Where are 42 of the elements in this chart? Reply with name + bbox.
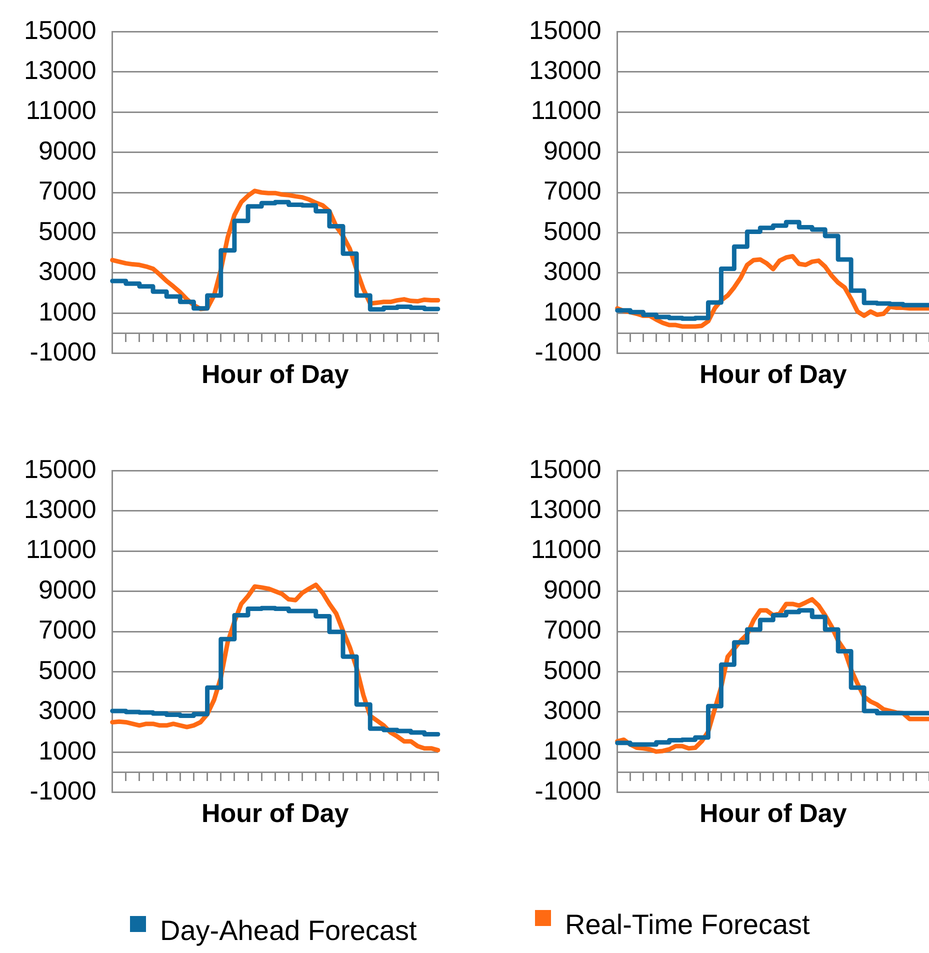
y-tick-label: 3000 xyxy=(38,256,96,286)
y-tick-label: 3000 xyxy=(38,695,96,726)
y-tick-label: 15000 xyxy=(24,14,96,45)
y-tick-label: 7000 xyxy=(38,176,96,206)
y-tick-label: 9000 xyxy=(543,574,602,604)
y-tick-label: 7000 xyxy=(543,176,602,206)
y-tick-label: -1000 xyxy=(30,776,96,806)
y-tick-label: 5000 xyxy=(38,654,96,685)
y-tick-label: 1000 xyxy=(38,296,96,326)
y-tick-label: 15000 xyxy=(528,14,602,45)
y-tick-label: 1000 xyxy=(543,735,602,766)
legend-label: Real-Time Forecast xyxy=(565,909,810,940)
x-axis-title: Hour of Day xyxy=(698,798,848,830)
y-tick-label: 1000 xyxy=(543,296,602,326)
y-tick-label: 13000 xyxy=(24,494,96,524)
y-tick-label: 13000 xyxy=(528,54,602,85)
y-tick-label: 11000 xyxy=(530,534,602,564)
y-tick-label: 7000 xyxy=(543,614,602,645)
y-tick-label: 13000 xyxy=(24,54,96,85)
x-axis-title: Hour of Day xyxy=(200,359,350,390)
y-tick-label: 15000 xyxy=(528,454,602,484)
y-tick-label: 11000 xyxy=(26,95,96,126)
y-tick-label: -1000 xyxy=(534,336,602,367)
y-tick-label: 1000 xyxy=(38,735,96,766)
y-tick-label: 11000 xyxy=(26,534,96,564)
y-tick-label: 5000 xyxy=(543,654,602,685)
y-tick-label: 15000 xyxy=(24,454,96,484)
y-tick-label: -1000 xyxy=(30,336,96,367)
y-tick-label: 9000 xyxy=(38,135,96,166)
y-tick-label: 9000 xyxy=(38,574,96,604)
x-axis-title: Hour of Day xyxy=(698,359,848,390)
legend-label: Day-Ahead Forecast xyxy=(160,915,417,946)
y-tick-label: -1000 xyxy=(534,776,602,806)
y-tick-label: 5000 xyxy=(543,216,602,246)
y-tick-label: 3000 xyxy=(543,256,602,286)
y-tick-label: 11000 xyxy=(530,95,602,126)
y-tick-label: 9000 xyxy=(543,135,602,166)
y-tick-label: 5000 xyxy=(38,216,96,246)
y-tick-label: 7000 xyxy=(38,614,96,645)
y-tick-label: 13000 xyxy=(528,494,602,524)
y-tick-label: 3000 xyxy=(543,695,602,726)
x-axis-title: Hour of Day xyxy=(200,798,350,830)
